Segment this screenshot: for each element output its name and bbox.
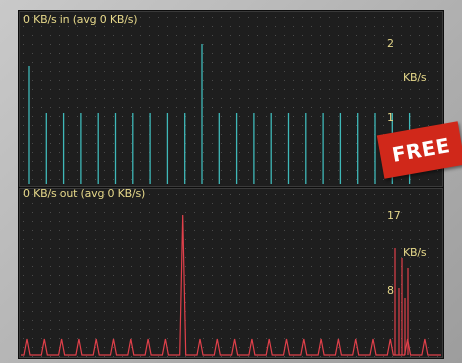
outgoing-axis-max-label: 17 — [387, 209, 401, 222]
incoming-rate-label: 0 KB/s in (avg 0 KB/s) — [23, 13, 138, 26]
outgoing-burst — [394, 248, 409, 355]
incoming-axis-mid-label: 1 — [387, 111, 394, 124]
incoming-traffic-graph: 0 KB/s in (avg 0 KB/s) 2 KB/s 1 — [18, 10, 444, 188]
outgoing-trace — [21, 214, 441, 356]
outgoing-rate-label: 0 KB/s out (avg 0 KB/s) — [23, 187, 146, 200]
outgoing-axis-mid-label: 8 — [387, 284, 394, 297]
outgoing-axis-unit-label: KB/s — [403, 246, 427, 259]
outgoing-traffic-graph: 0 KB/s out (avg 0 KB/s) 17 KB/s 8 — [18, 187, 444, 359]
incoming-axis-max-label: 2 — [387, 37, 394, 50]
grid-dots — [23, 17, 438, 180]
incoming-spikes — [28, 44, 411, 184]
grid-dots — [23, 194, 438, 357]
incoming-graph-canvas — [23, 17, 438, 184]
outgoing-graph-canvas — [21, 194, 441, 357]
incoming-axis-unit-label: KB/s — [403, 71, 427, 84]
